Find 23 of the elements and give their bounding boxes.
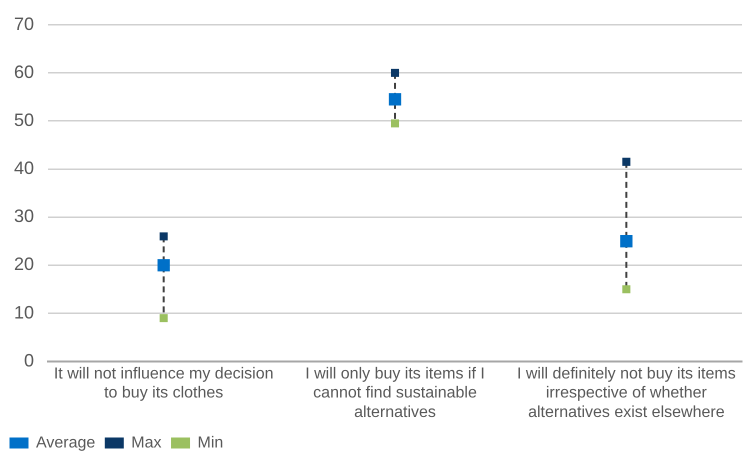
- y-tick-label: 30: [14, 206, 34, 226]
- point: [390, 119, 400, 128]
- legend-label: Max: [131, 434, 162, 452]
- y-tick-label: 70: [14, 14, 34, 34]
- legend-label: Min: [198, 434, 224, 452]
- point: [158, 259, 170, 272]
- point: [622, 285, 630, 294]
- point: [388, 93, 402, 106]
- x-tick-label: I will only buy its items if I cannot find sustainable alternatives: [305, 365, 485, 421]
- x-tick-label: I will definitely not buy its items irrespective of whether alternatives exist elsewhere: [516, 365, 736, 421]
- y-tick-label: 60: [14, 62, 34, 82]
- y-tick-label: 20: [14, 254, 34, 274]
- point: [160, 232, 168, 240]
- point: [620, 235, 632, 248]
- legend-label: Average: [36, 434, 96, 452]
- y-tick-label: 40: [14, 158, 34, 178]
- y-tick-label: 50: [14, 110, 34, 130]
- x-tick-label: It will not influence my decision to buy its clothes: [54, 365, 274, 402]
- point: [622, 158, 630, 166]
- point: [390, 68, 400, 77]
- point: [160, 314, 168, 322]
- y-tick-label: 10: [14, 302, 34, 322]
- y-tick-label: 0: [24, 350, 34, 370]
